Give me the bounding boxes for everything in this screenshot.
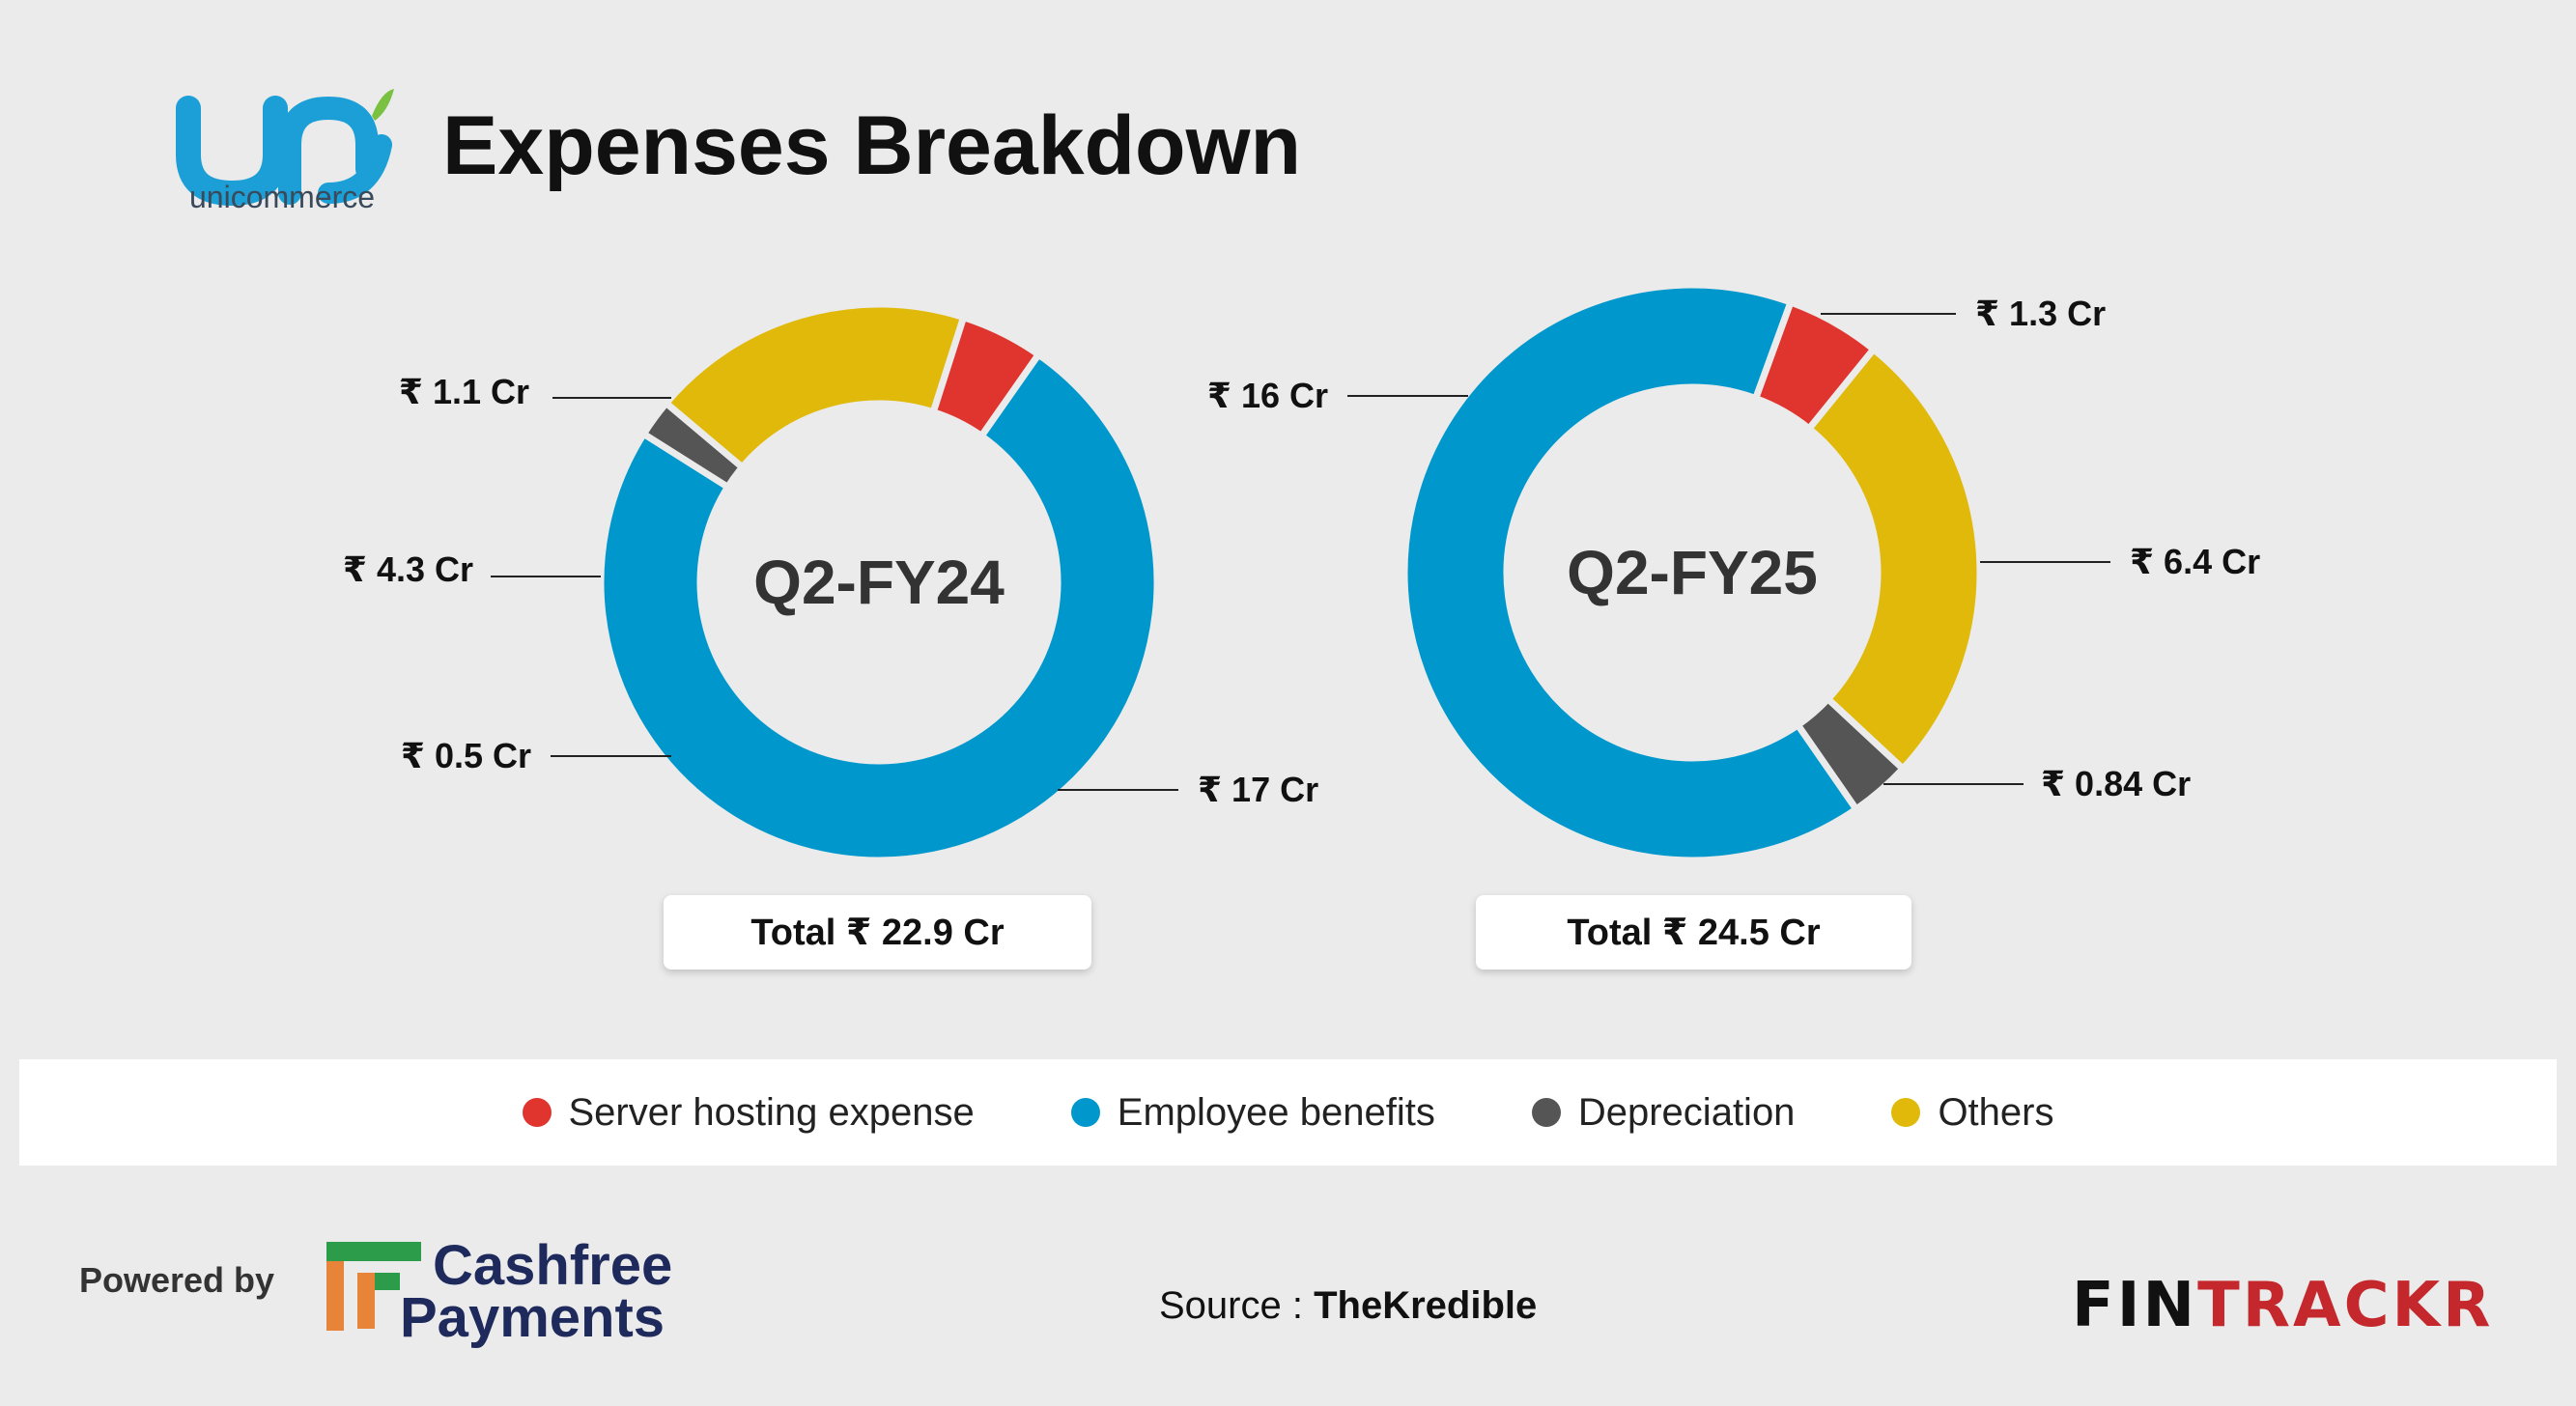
total-label-q2-fy24: Total ₹ 22.9 Cr [750, 913, 1005, 953]
legend-dot-employee [1070, 1098, 1100, 1127]
total-box-q2-fy25: Total ₹ 24.5 Cr [1476, 895, 1911, 970]
donut-chart-q2-fy25: ₹ 1.3 Cr ₹ 6.4 Cr ₹ 0.84 Cr ₹ 16 Cr Q2-FY25 [1207, 281, 2260, 864]
sponsor-line1: Cashfree [433, 1234, 672, 1297]
brand-name: unicommerce [189, 180, 375, 214]
legend-label-employee: Employee benefits [1117, 1090, 1435, 1134]
page-title: Expenses Breakdown [442, 99, 1301, 192]
legend-item-depreciation: Depreciation [1531, 1090, 1796, 1135]
unicommerce-logo: unicommerce [176, 89, 394, 214]
slice-employee-benefits [1401, 281, 1861, 864]
fintrackr-part1: FIN [2072, 1270, 2198, 1341]
fintrackr-logo: FINTRACKR [2072, 1270, 2493, 1341]
legend-label-others: Others [1938, 1090, 2054, 1134]
legend-label-depreciation: Depreciation [1577, 1090, 1796, 1134]
slice-others [1804, 344, 1984, 774]
source-name: TheKredible [1314, 1284, 1538, 1327]
data-label-depreciation: ₹ 0.84 Cr [2041, 764, 2191, 803]
sponsor-line2: Payments [400, 1286, 665, 1349]
source-line: Source : TheKredible [1159, 1284, 1537, 1328]
slice-server-hosting-expense [928, 313, 1044, 441]
cashfree-logo: Cashfree Payments [326, 1234, 672, 1349]
legend-item-employee: Employee benefits [1070, 1090, 1435, 1135]
legend-item-server: Server hosting expense [522, 1090, 975, 1135]
data-label-employee-benefits: ₹ 17 Cr [1198, 770, 1318, 809]
center-label: Q2-FY24 [753, 548, 1005, 617]
total-label-q2-fy25: Total ₹ 24.5 Cr [1567, 913, 1821, 953]
data-label-others: ₹ 6.4 Cr [2130, 542, 2260, 581]
legend-dot-depreciation [1531, 1098, 1561, 1127]
data-label-server-hosting-expense: ₹ 1.3 Cr [1975, 294, 2106, 333]
legend-dot-others [1891, 1098, 1921, 1127]
legend: Server hosting expense Employee benefits… [19, 1059, 2557, 1166]
legend-item-others: Others [1891, 1091, 2053, 1135]
data-label-depreciation: ₹ 0.5 Cr [401, 736, 531, 775]
donut-chart-q2-fy24: ₹ 17 Cr ₹ 0.5 Cr ₹ 4.3 Cr ₹ 1.1 Cr Q2-FY24 [343, 300, 1318, 864]
data-label-others: ₹ 4.3 Cr [343, 549, 473, 589]
center-label: Q2-FY25 [1567, 538, 1818, 607]
powered-by-label: Powered by [79, 1260, 275, 1300]
legend-label-server: Server hosting expense [568, 1090, 975, 1134]
slice-employee-benefits [597, 350, 1161, 864]
source-label: Source : [1159, 1284, 1303, 1327]
data-label-employee-benefits: ₹ 16 Cr [1207, 376, 1328, 415]
data-label-server-hosting-expense: ₹ 1.1 Cr [399, 372, 529, 411]
total-box-q2-fy24: Total ₹ 22.9 Cr [664, 895, 1091, 970]
slice-others [661, 300, 968, 472]
legend-dot-server [522, 1098, 552, 1127]
fintrackr-part2: TRACKR [2197, 1270, 2494, 1341]
